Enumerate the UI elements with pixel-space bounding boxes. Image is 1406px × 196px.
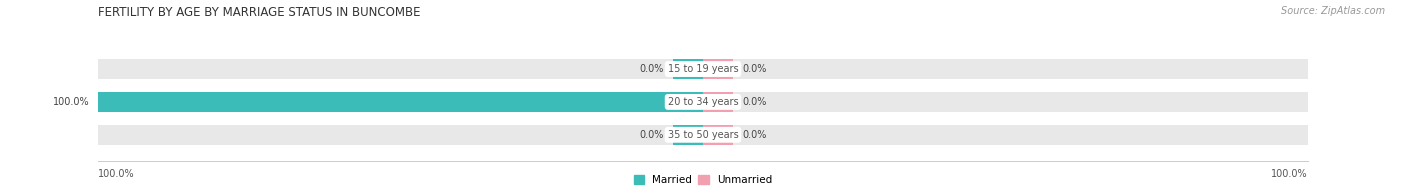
Bar — [672, 92, 703, 112]
Text: 35 to 50 years: 35 to 50 years — [668, 130, 738, 140]
Bar — [703, 59, 1308, 79]
Text: Source: ZipAtlas.com: Source: ZipAtlas.com — [1281, 6, 1385, 16]
Bar — [98, 92, 703, 112]
Bar — [672, 125, 703, 145]
Bar — [703, 125, 734, 145]
Bar — [98, 125, 703, 145]
Text: 100.0%: 100.0% — [53, 97, 90, 107]
Bar — [98, 92, 703, 112]
Bar — [98, 59, 703, 79]
Bar — [672, 59, 703, 79]
Text: 0.0%: 0.0% — [742, 64, 766, 74]
Bar — [703, 125, 1308, 145]
Bar — [703, 92, 1308, 112]
Text: 0.0%: 0.0% — [640, 64, 664, 74]
Text: 0.0%: 0.0% — [742, 97, 766, 107]
Bar — [703, 92, 734, 112]
Legend: Married, Unmarried: Married, Unmarried — [634, 175, 772, 185]
Text: 100.0%: 100.0% — [1271, 169, 1308, 179]
Text: 0.0%: 0.0% — [640, 130, 664, 140]
Text: FERTILITY BY AGE BY MARRIAGE STATUS IN BUNCOMBE: FERTILITY BY AGE BY MARRIAGE STATUS IN B… — [98, 6, 420, 19]
Text: 100.0%: 100.0% — [98, 169, 135, 179]
Text: 15 to 19 years: 15 to 19 years — [668, 64, 738, 74]
Text: 0.0%: 0.0% — [742, 130, 766, 140]
Text: 20 to 34 years: 20 to 34 years — [668, 97, 738, 107]
Bar — [703, 59, 734, 79]
